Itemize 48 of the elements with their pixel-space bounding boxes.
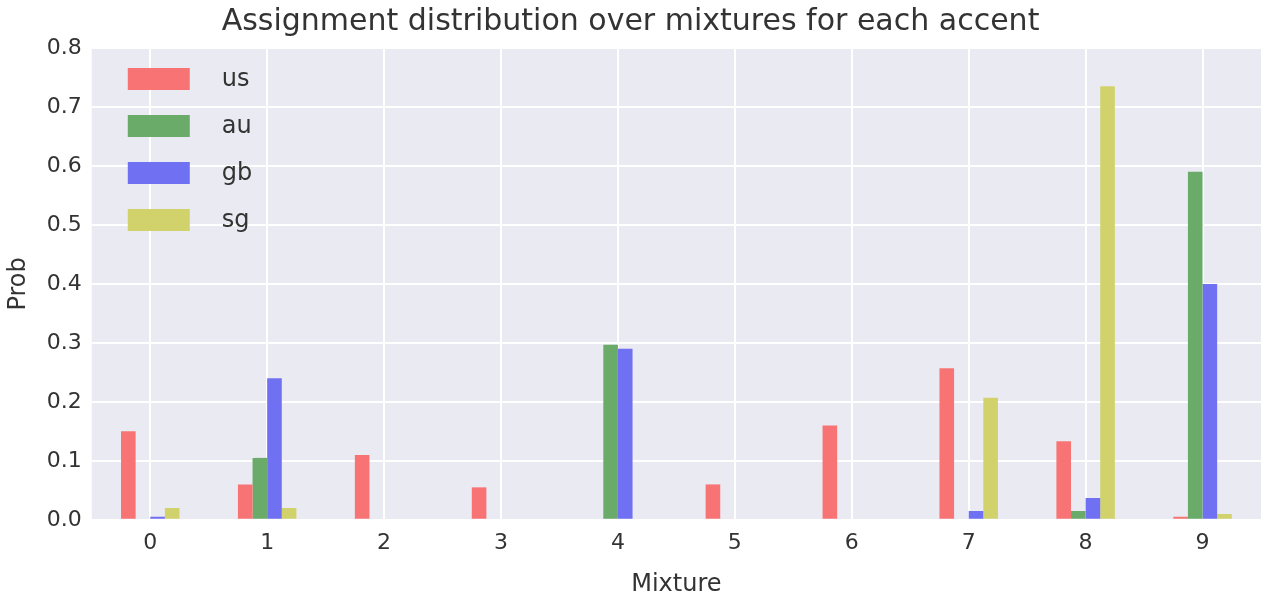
bar — [603, 344, 618, 519]
bar — [1202, 283, 1218, 519]
bar — [968, 510, 984, 519]
bar — [237, 484, 253, 519]
bar — [822, 425, 838, 519]
bar — [705, 484, 721, 519]
x-tick-label: 9 — [1195, 528, 1210, 554]
bar — [354, 454, 370, 519]
y-tick-label: 0.8 — [46, 33, 82, 59]
y-tick-label: 0.3 — [46, 328, 82, 354]
bar — [1187, 171, 1203, 519]
bar — [121, 431, 136, 519]
bar — [1100, 86, 1115, 519]
y-tick-label: 0.7 — [46, 92, 82, 118]
y-tick-label: 0.0 — [46, 505, 82, 531]
bar — [1085, 497, 1101, 519]
bar — [252, 457, 268, 519]
bar — [1056, 441, 1071, 519]
y-tick-label: 0.2 — [46, 387, 82, 413]
legend-label: sg — [221, 205, 250, 234]
x-tick-label: 1 — [260, 528, 275, 554]
legend-label: gb — [221, 158, 253, 187]
x-tick-label: 3 — [494, 528, 509, 554]
x-tick-label: 5 — [727, 528, 742, 554]
bar — [983, 397, 998, 519]
legend-label: au — [221, 111, 252, 140]
y-tick-label: 0.4 — [46, 269, 82, 295]
x-tick-label: 7 — [961, 528, 976, 554]
y-tick-label: 0.1 — [46, 446, 82, 472]
chart-title: Assignment distribution over mixtures for each accent — [221, 1, 1040, 37]
legend-label: us — [221, 64, 250, 93]
bar — [617, 348, 633, 519]
x-tick-label: 4 — [610, 528, 625, 554]
y-tick-label: 0.5 — [46, 210, 82, 236]
bar — [1217, 513, 1232, 519]
x-tick-label: 0 — [143, 528, 158, 554]
bar — [471, 487, 487, 519]
bar — [164, 508, 180, 519]
x-tick-label: 2 — [377, 528, 392, 554]
x-tick-label: 6 — [844, 528, 859, 554]
y-axis-title: Prob — [2, 257, 31, 311]
x-axis-title: Mixture — [631, 568, 722, 597]
bar — [939, 368, 955, 519]
bar — [281, 508, 297, 519]
x-tick-label: 8 — [1078, 528, 1093, 554]
y-tick-label: 0.6 — [46, 151, 82, 177]
bar — [1071, 510, 1086, 519]
bar — [267, 378, 282, 519]
